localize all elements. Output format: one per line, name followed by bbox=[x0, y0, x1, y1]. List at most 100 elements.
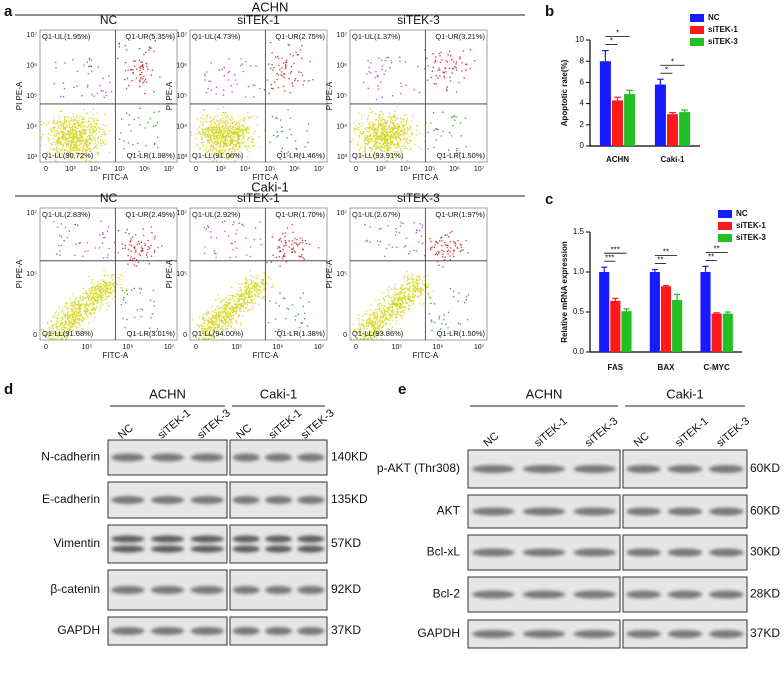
bar bbox=[650, 272, 660, 352]
event-dot bbox=[82, 148, 84, 150]
event-dot bbox=[208, 136, 210, 138]
event-dot bbox=[67, 237, 69, 239]
event-dot bbox=[65, 227, 67, 229]
event-dot bbox=[223, 106, 225, 108]
event-dot bbox=[375, 124, 377, 126]
event-dot bbox=[402, 302, 404, 304]
event-dot bbox=[127, 293, 129, 295]
event-dot bbox=[66, 127, 68, 129]
event-dot bbox=[403, 310, 405, 312]
event-dot bbox=[146, 66, 148, 68]
event-dot bbox=[221, 129, 223, 131]
event-dot bbox=[428, 148, 430, 150]
event-dot bbox=[98, 286, 100, 288]
event-dot bbox=[108, 75, 110, 77]
event-dot bbox=[204, 227, 206, 229]
event-dot bbox=[266, 283, 268, 285]
event-dot bbox=[260, 292, 262, 294]
event-dot bbox=[369, 319, 371, 321]
event-dot bbox=[55, 62, 57, 64]
event-dot bbox=[259, 221, 261, 223]
x-tick-label: 10³ bbox=[376, 166, 387, 173]
event-dot bbox=[439, 240, 441, 242]
event-dot bbox=[435, 254, 437, 256]
event-dot bbox=[154, 251, 156, 253]
x-tick-label: 10⁵ bbox=[114, 166, 125, 173]
event-dot bbox=[117, 58, 119, 60]
event-dot bbox=[281, 126, 283, 128]
event-dot bbox=[291, 248, 293, 250]
event-dot bbox=[206, 121, 208, 123]
event-dot bbox=[210, 322, 212, 324]
event-dot bbox=[212, 134, 214, 136]
event-dot bbox=[383, 124, 385, 126]
event-dot bbox=[119, 43, 121, 45]
event-dot bbox=[59, 311, 61, 313]
event-dot bbox=[371, 122, 373, 124]
event-dot bbox=[84, 298, 86, 300]
event-dot bbox=[202, 118, 204, 120]
event-dot bbox=[206, 314, 208, 316]
event-dot bbox=[213, 126, 215, 128]
event-dot bbox=[128, 233, 130, 235]
event-dot bbox=[96, 128, 98, 130]
event-dot bbox=[252, 299, 254, 301]
event-dot bbox=[421, 305, 423, 307]
event-dot bbox=[246, 288, 248, 290]
event-dot bbox=[370, 138, 372, 140]
event-dot bbox=[54, 312, 56, 314]
event-dot bbox=[199, 126, 201, 128]
event-dot bbox=[222, 300, 224, 302]
event-dot bbox=[384, 300, 386, 302]
event-dot bbox=[226, 134, 228, 136]
event-dot bbox=[82, 146, 84, 148]
event-dot bbox=[100, 302, 102, 304]
event-dot bbox=[302, 84, 304, 86]
event-dot bbox=[142, 78, 144, 80]
event-dot bbox=[441, 245, 443, 247]
event-dot bbox=[280, 251, 282, 253]
event-dot bbox=[128, 249, 130, 251]
event-dot bbox=[94, 132, 96, 134]
event-dot bbox=[153, 301, 155, 303]
event-dot bbox=[210, 121, 212, 123]
bar bbox=[621, 311, 631, 352]
event-dot bbox=[227, 130, 229, 132]
event-dot bbox=[271, 52, 273, 54]
event-dot bbox=[238, 295, 240, 297]
y-tick-label: 0 bbox=[183, 332, 187, 339]
event-dot bbox=[70, 123, 72, 125]
event-dot bbox=[394, 136, 396, 138]
event-dot bbox=[218, 314, 220, 316]
event-dot bbox=[375, 315, 377, 317]
event-dot bbox=[242, 63, 244, 65]
event-dot bbox=[213, 317, 215, 319]
event-dot bbox=[57, 138, 59, 140]
event-dot bbox=[248, 284, 250, 286]
event-dot bbox=[238, 315, 240, 317]
event-dot bbox=[370, 304, 372, 306]
event-dot bbox=[84, 126, 86, 128]
event-dot bbox=[378, 129, 380, 131]
event-dot bbox=[86, 292, 88, 294]
event-dot bbox=[277, 56, 279, 58]
event-dot bbox=[247, 116, 249, 118]
y-tick-label: 10⁵ bbox=[176, 93, 187, 100]
event-dot bbox=[55, 67, 57, 69]
event-dot bbox=[433, 147, 435, 149]
event-dot bbox=[47, 322, 49, 324]
event-dot bbox=[98, 294, 100, 296]
event-dot bbox=[206, 145, 208, 147]
event-dot bbox=[88, 136, 90, 138]
y-tick-label: 10⁵ bbox=[176, 271, 187, 278]
event-dot bbox=[230, 319, 232, 321]
event-dot bbox=[444, 256, 446, 258]
event-dot bbox=[53, 122, 55, 124]
event-dot bbox=[60, 111, 62, 113]
event-dot bbox=[100, 279, 102, 281]
event-dot bbox=[134, 288, 136, 290]
event-dot bbox=[85, 121, 87, 123]
event-dot bbox=[433, 112, 435, 114]
event-dot bbox=[453, 61, 455, 63]
x-tick-label: 10⁵ bbox=[82, 344, 93, 351]
